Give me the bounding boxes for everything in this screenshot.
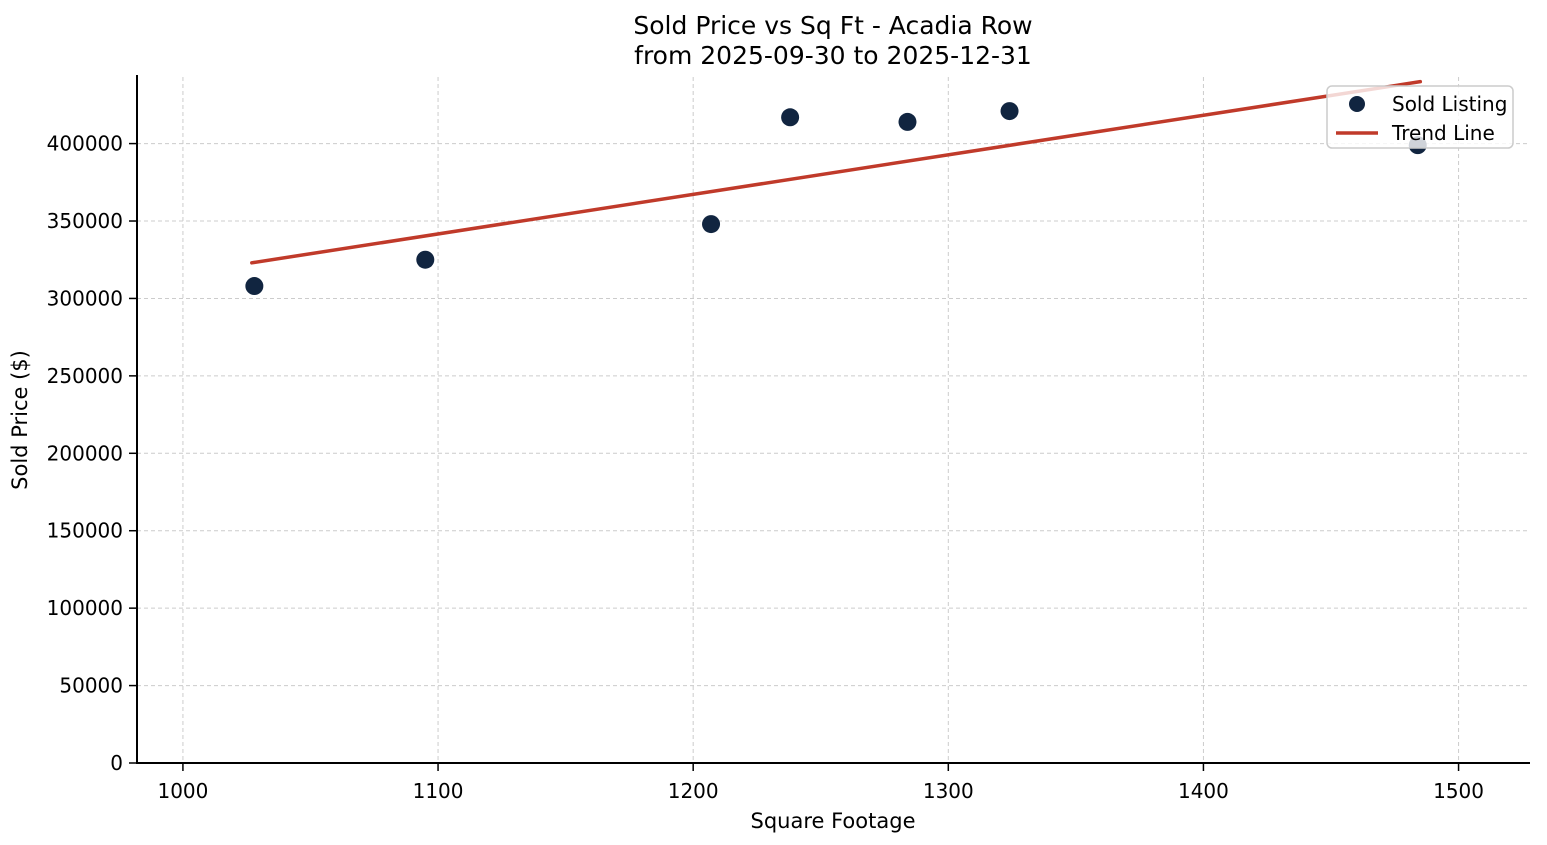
y-tick-label: 0: [110, 751, 123, 775]
x-tick-label: 1200: [668, 779, 719, 803]
legend-label: Sold Listing: [1392, 92, 1507, 116]
data-point: [898, 112, 917, 131]
legend: Sold Listing Trend Line: [1326, 85, 1514, 149]
x-axis-label: Square Footage: [751, 809, 916, 833]
y-tick-label: 300000: [47, 286, 123, 310]
legend-marker-dot: [1349, 96, 1365, 112]
x-tick-label: 1500: [1433, 779, 1484, 803]
gridlines: [137, 77, 1530, 764]
y-tick-label: 250000: [47, 364, 123, 388]
y-axis-label: Sold Price ($): [8, 350, 32, 490]
y-tick-label: 350000: [47, 209, 123, 233]
data-point: [416, 250, 435, 269]
axes-layer: 1000 1100 1200 1300 1400 1500 0 50000 100000 1500…: [47, 75, 1530, 803]
series-layer: [245, 79, 1427, 296]
data-point: [245, 277, 264, 296]
data-point: [1000, 102, 1019, 121]
data-point: [702, 215, 721, 234]
y-tick-label: 150000: [47, 519, 123, 543]
y-tick-label: 100000: [47, 596, 123, 620]
chart-title: Sold Price vs Sq Ft - Acadia Row: [633, 11, 1032, 40]
x-tick-label: 1300: [923, 779, 974, 803]
x-tick-label: 1400: [1178, 779, 1229, 803]
legend-label: Trend Line: [1391, 121, 1495, 145]
x-tick-label: 1100: [413, 779, 464, 803]
y-tick-label: 400000: [47, 132, 123, 156]
chart-subtitle: from 2025-09-30 to 2025-12-31: [634, 41, 1032, 70]
trend-line: [250, 79, 1423, 265]
y-tick-label: 50000: [59, 674, 123, 698]
x-tick-label: 1000: [157, 779, 208, 803]
data-point: [781, 108, 800, 127]
y-tick-label: 200000: [47, 441, 123, 465]
